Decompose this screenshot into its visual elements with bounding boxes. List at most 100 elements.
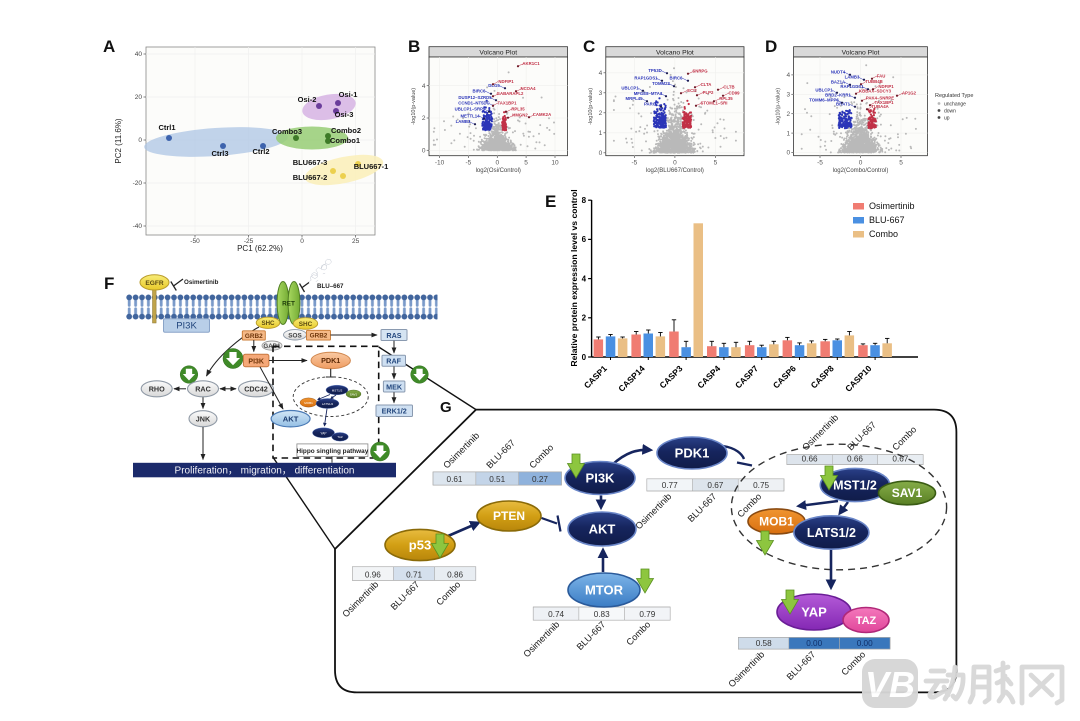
svg-text:MOB1: MOB1 <box>759 515 794 529</box>
svg-text:LAMB3: LAMB3 <box>456 119 471 124</box>
svg-text:RAF: RAF <box>386 357 401 366</box>
svg-text:Osi-3: Osi-3 <box>335 110 354 119</box>
svg-text:F: F <box>104 274 114 293</box>
svg-text:PARG: PARG <box>644 102 657 107</box>
svg-text:B: B <box>408 37 420 56</box>
svg-text:1: 1 <box>599 130 603 137</box>
svg-text:PLP2: PLP2 <box>703 90 714 95</box>
svg-text:-25: -25 <box>244 238 254 245</box>
svg-text:down: down <box>944 109 956 115</box>
svg-text:PI3K: PI3K <box>176 321 197 332</box>
svg-text:5: 5 <box>899 160 903 167</box>
svg-text:MRPL45: MRPL45 <box>626 96 644 101</box>
svg-text:VB: VB <box>865 664 915 705</box>
svg-text:MTOR: MTOR <box>585 583 624 598</box>
svg-text:25: 25 <box>352 238 360 245</box>
svg-text:RAC: RAC <box>195 384 211 393</box>
svg-text:3: 3 <box>786 92 790 99</box>
svg-text:0.61: 0.61 <box>447 475 463 484</box>
svg-text:1: 1 <box>786 130 790 137</box>
svg-text:log2(Osi/Control): log2(Osi/Control) <box>476 168 521 174</box>
svg-text:SOS: SOS <box>288 332 302 339</box>
svg-text:ERK1/2: ERK1/2 <box>382 407 407 416</box>
svg-text:up: up <box>944 116 950 122</box>
svg-text:Ctrl3: Ctrl3 <box>211 149 228 158</box>
svg-text:0.58: 0.58 <box>756 639 772 648</box>
svg-text:5: 5 <box>714 160 718 167</box>
svg-text:-40: -40 <box>133 223 143 230</box>
svg-text:MFGE8–MTA3: MFGE8–MTA3 <box>634 91 663 96</box>
svg-text:BLU667-3: BLU667-3 <box>293 158 328 167</box>
svg-text:0: 0 <box>582 353 587 362</box>
svg-text:CD99: CD99 <box>729 91 741 96</box>
svg-text:Ctrl2: Ctrl2 <box>252 147 269 156</box>
svg-text:CLTA: CLTA <box>701 82 712 87</box>
svg-text:RPL35: RPL35 <box>511 107 525 112</box>
svg-text:BRD2–KRR1: BRD2–KRR1 <box>825 93 851 98</box>
svg-text:Relative protein expression le: Relative protein expression level vs con… <box>569 189 579 366</box>
svg-text:0: 0 <box>673 160 677 167</box>
svg-text:4: 4 <box>582 274 587 283</box>
svg-text:RET: RET <box>282 301 295 308</box>
svg-text:BLU-667: BLU-667 <box>869 215 905 225</box>
svg-text:2: 2 <box>786 111 790 118</box>
svg-text:0: 0 <box>300 238 304 245</box>
svg-text:0.51: 0.51 <box>489 475 505 484</box>
svg-text:Osimertinib: Osimertinib <box>184 279 219 286</box>
svg-text:DLG5: DLG5 <box>488 83 500 88</box>
svg-text:0.83: 0.83 <box>594 610 610 619</box>
svg-text:KBBAX–SDCY3: KBBAX–SDCY3 <box>859 89 892 94</box>
svg-text:MST1/2: MST1/2 <box>833 478 877 492</box>
svg-text:JNK: JNK <box>196 414 211 423</box>
svg-text:HMGN2: HMGN2 <box>512 113 528 118</box>
svg-text:3: 3 <box>599 90 603 97</box>
svg-text:STOML1–SRI: STOML1–SRI <box>701 101 728 106</box>
svg-text:0.67: 0.67 <box>892 454 908 463</box>
svg-text:2: 2 <box>599 110 603 117</box>
svg-text:TAZ: TAZ <box>337 435 343 439</box>
svg-text:FAU: FAU <box>877 74 886 79</box>
svg-text:SNRPG: SNRPG <box>692 69 708 74</box>
svg-text:CAMK2A: CAMK2A <box>533 112 551 117</box>
svg-text:6: 6 <box>582 235 587 244</box>
svg-text:Osi-2: Osi-2 <box>298 95 317 104</box>
svg-text:-10: -10 <box>435 160 445 167</box>
svg-text:log2(BLU667/Control): log2(BLU667/Control) <box>646 168 704 174</box>
svg-text:RAP1GDS1: RAP1GDS1 <box>840 84 864 89</box>
svg-text:AKR1C1: AKR1C1 <box>522 61 540 66</box>
svg-text:40: 40 <box>135 51 143 58</box>
svg-text:4: 4 <box>786 72 790 79</box>
svg-text:MOB1: MOB1 <box>304 401 313 405</box>
svg-text:MST1/2: MST1/2 <box>332 389 343 393</box>
svg-text:0.00: 0.00 <box>806 639 822 648</box>
svg-text:0.67: 0.67 <box>707 481 723 490</box>
svg-text:Ctrl1: Ctrl1 <box>158 123 175 132</box>
svg-text:A: A <box>103 37 115 56</box>
svg-text:RAP1GDS1: RAP1GDS1 <box>634 76 658 81</box>
svg-text:SHC: SHC <box>299 321 313 328</box>
svg-text:-5: -5 <box>632 160 638 167</box>
svg-text:PAK4–SNRPE: PAK4–SNRPE <box>866 96 894 101</box>
svg-text:BLU–667: BLU–667 <box>317 283 344 290</box>
svg-text:BAZ1A: BAZ1A <box>831 80 845 85</box>
svg-text:NCOA4: NCOA4 <box>520 86 536 91</box>
svg-text:BRAT1: BRAT1 <box>836 102 851 107</box>
svg-text:0: 0 <box>599 150 603 157</box>
svg-text:Volcano Plot: Volcano Plot <box>656 49 694 56</box>
svg-text:PDK1: PDK1 <box>321 356 340 365</box>
svg-text:unchange: unchange <box>944 102 966 108</box>
svg-text:UBLCP1–SRP9: UBLCP1–SRP9 <box>455 107 486 112</box>
svg-text:p53: p53 <box>409 538 431 553</box>
svg-text:0: 0 <box>786 150 790 157</box>
svg-text:Proliferation， migration， di: Proliferation， migration， differentiatio… <box>175 465 355 476</box>
svg-text:BLU667-2: BLU667-2 <box>293 173 328 182</box>
svg-text:GRB2: GRB2 <box>310 333 328 340</box>
svg-text:4: 4 <box>422 83 426 90</box>
svg-text:TUBA4A: TUBA4A <box>871 104 888 109</box>
svg-text:CDC42: CDC42 <box>244 384 268 393</box>
svg-text:PC2 (11.6%): PC2 (11.6%) <box>114 118 123 164</box>
svg-text:0.71: 0.71 <box>406 570 422 579</box>
svg-text:10: 10 <box>551 160 559 167</box>
svg-text:8: 8 <box>582 196 587 205</box>
svg-text:0: 0 <box>859 160 863 167</box>
